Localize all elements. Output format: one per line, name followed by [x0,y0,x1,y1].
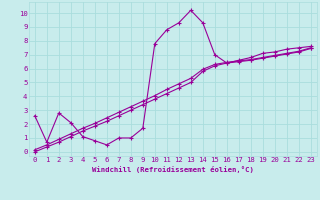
X-axis label: Windchill (Refroidissement éolien,°C): Windchill (Refroidissement éolien,°C) [92,166,254,173]
